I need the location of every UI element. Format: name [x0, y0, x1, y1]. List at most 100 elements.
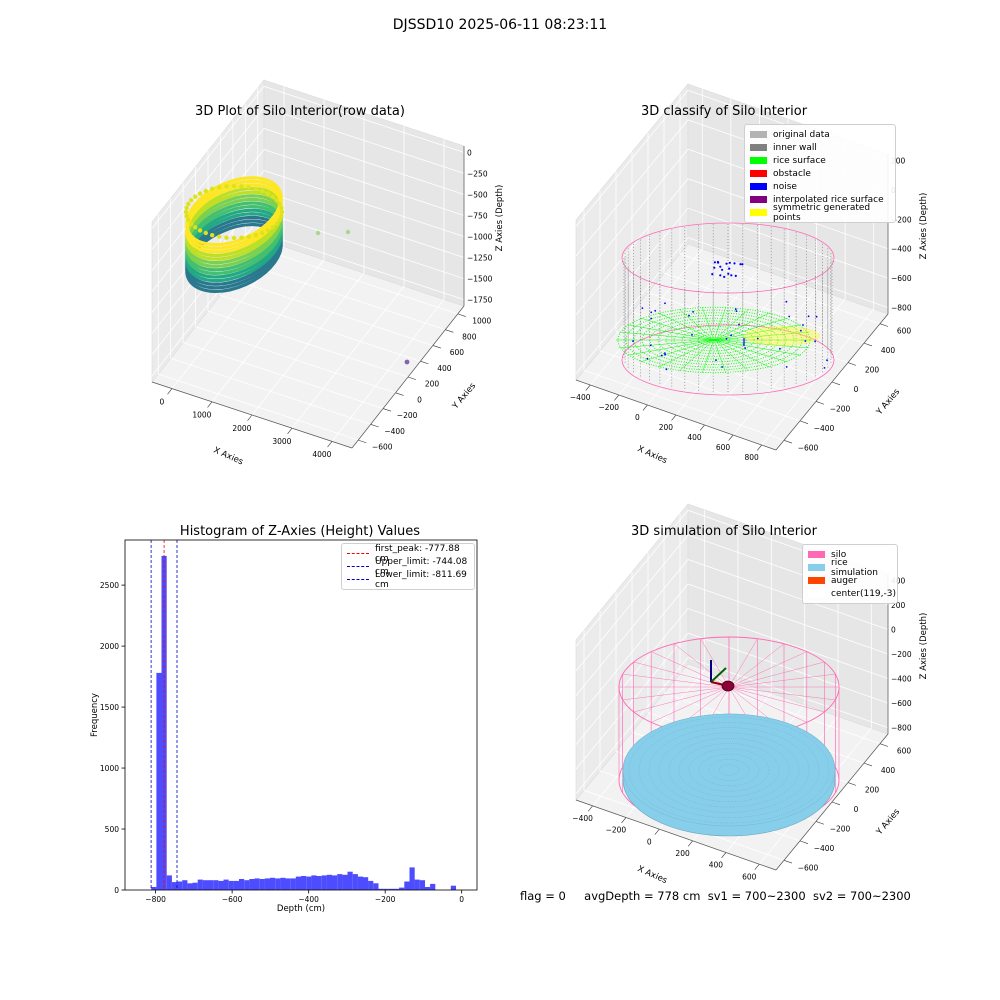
raw-point: [203, 230, 208, 236]
rice-surface-spoke: [658, 339, 715, 368]
noise-point: [826, 359, 828, 362]
legend-item-rice-simulation: rice simulation: [808, 558, 892, 578]
y-tick-label: 500: [105, 825, 120, 834]
noise-point: [713, 261, 717, 264]
noise-point: [738, 323, 740, 326]
histogram-bar: [177, 881, 183, 890]
sv2-value: sv2 = 700~2300: [812, 889, 911, 903]
z-tick-label: −200: [891, 650, 912, 659]
tick-mark: [728, 434, 734, 441]
noise-point: [779, 347, 781, 350]
tick-mark: [621, 817, 627, 824]
y-tick-label: 0: [114, 886, 119, 895]
rice-surface-spoke: [701, 339, 715, 373]
noise-point: [688, 314, 690, 317]
z-tick-label: −1000: [467, 233, 493, 242]
tick-mark: [783, 860, 793, 864]
rice-surface-spoke: [679, 308, 715, 341]
y-tick-label: −600: [798, 863, 819, 872]
noise-point: [728, 261, 731, 264]
rice-surface-spoke: [713, 324, 801, 341]
raw-data-3d-plot: 01000200030004000−600−400−20002004006008…: [151, 79, 505, 468]
raw-outlier-point: [345, 229, 351, 235]
x-tick-label: 600: [716, 443, 731, 452]
histogram-bar: [383, 888, 389, 890]
rice-surface-spoke: [640, 339, 715, 363]
silo-roof-line: [728, 638, 758, 688]
y-axis-label: Y Axies: [874, 807, 902, 838]
tick-mark: [654, 828, 660, 835]
tick-mark: [879, 743, 889, 747]
histogram-bar: [275, 878, 281, 890]
x-tick-label: −800: [145, 895, 166, 904]
noise-point: [721, 268, 724, 271]
histogram-bar: [321, 875, 327, 890]
legend-item-silo: silo: [808, 548, 892, 561]
noise-point: [804, 340, 807, 342]
histogram-bar: [352, 874, 358, 890]
raw-point: [260, 230, 265, 236]
histogram-bar: [239, 879, 245, 890]
noise-point: [650, 317, 653, 320]
histogram-bar: [151, 887, 157, 890]
x-tick-label: 0: [160, 397, 165, 406]
y-tick-label: 400: [437, 364, 452, 373]
rice-surface-spoke: [679, 339, 715, 372]
raw-outlier-point: [404, 359, 410, 365]
raw-point: [270, 225, 275, 230]
raw-point: [246, 185, 251, 190]
histogram-bar: [373, 883, 379, 890]
tick-mark: [879, 323, 889, 327]
rice-surface-spoke: [627, 324, 715, 341]
y-tick-label: 400: [881, 766, 896, 775]
noise-point: [646, 357, 649, 360]
rice-surface-spoke: [701, 307, 715, 341]
x-tick-label: −200: [606, 826, 627, 835]
tick-mark: [863, 762, 873, 767]
tick-mark: [847, 362, 857, 366]
silo-roof-line: [728, 686, 825, 713]
x-axis-line: [575, 379, 777, 451]
status-footer: flag = 0 avgDepth = 778 cm sv1 = 700~230…: [520, 889, 911, 903]
tick-mark: [699, 424, 705, 431]
raw-point: [274, 198, 279, 203]
tick-mark: [671, 414, 677, 421]
tick-mark: [585, 384, 591, 391]
noise-point: [665, 368, 668, 371]
noise-point: [719, 265, 722, 268]
tick-mark: [815, 401, 825, 405]
rice-mesh-ring: [668, 738, 790, 803]
z-tick-label: −1500: [467, 275, 493, 284]
tick-mark: [642, 404, 648, 411]
tick-mark: [395, 392, 404, 396]
noise-point: [802, 324, 804, 326]
histogram-bar: [414, 879, 420, 890]
noise-point: [632, 340, 634, 342]
z-tick-label: −1250: [467, 254, 493, 263]
tick-mark: [799, 420, 809, 424]
histogram-bar: [259, 879, 265, 890]
histogram-bar: [249, 879, 255, 890]
noise-point: [823, 367, 826, 369]
grid-line: [575, 558, 889, 696]
silo-roof-line: [728, 686, 836, 701]
histogram-bar: [197, 879, 203, 890]
x-tick-label: −400: [572, 814, 593, 823]
rice-mesh-ring: [658, 732, 800, 808]
x-axis-label: X Axies: [636, 864, 669, 886]
noise-point: [756, 337, 759, 340]
silo-roof-line: [633, 686, 730, 713]
tick-mark: [207, 401, 213, 408]
histogram-bar: [264, 878, 270, 890]
grid-line: [583, 210, 785, 441]
tick-mark: [383, 408, 392, 412]
tick-mark: [407, 376, 417, 380]
z-tick-label: −1750: [467, 296, 493, 305]
x-axis-line: [151, 381, 353, 449]
silo-roof-line: [728, 651, 807, 688]
symmetric-points-region: [744, 326, 820, 346]
tick-mark: [721, 852, 727, 859]
y-tick-label: 600: [897, 747, 912, 756]
noise-point: [721, 366, 723, 368]
raw-point: [183, 209, 189, 215]
